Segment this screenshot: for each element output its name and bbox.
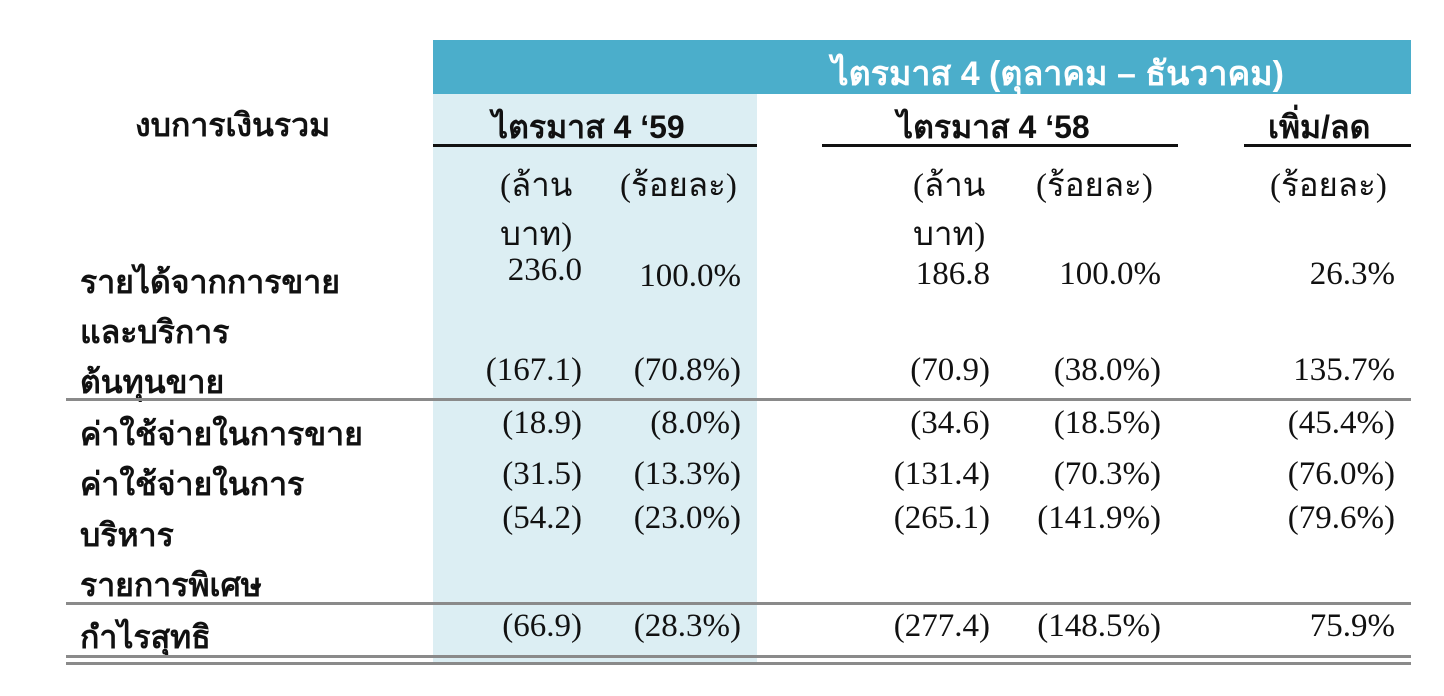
cell-revenue-p58: 100.0% <box>1059 256 1161 292</box>
cell-cost-p58: (38.0%) <box>1053 352 1161 388</box>
cell-admin-p59: (13.3%) <box>633 456 741 492</box>
cell-selling-p58: (18.5%) <box>1053 405 1161 441</box>
cell-special-change: (79.6%) <box>1287 500 1395 536</box>
row-label-admin-expense-line2: บริหาร <box>80 517 174 553</box>
bottom-double-rule-top <box>66 655 1411 658</box>
total-divider <box>66 602 1411 605</box>
cell-selling-change: (45.4%) <box>1287 405 1395 441</box>
unit-mb-58-line1: (ล้าน <box>913 168 986 204</box>
cell-admin-v59: (31.5) <box>502 456 582 492</box>
cell-selling-v59: (18.9) <box>502 405 582 441</box>
cell-net-p58: (148.5%) <box>1037 608 1161 644</box>
cell-cost-v58: (70.9) <box>910 352 990 388</box>
cell-revenue-p59: 100.0% <box>639 258 741 294</box>
cell-admin-change: (76.0%) <box>1287 456 1395 492</box>
row-label-selling-expense: ค่าใช้จ่ายในการขาย <box>80 416 363 452</box>
column-header-q4-58: ไตรมาส 4 ‘58 <box>897 109 1090 145</box>
highlight-column-q4-59 <box>433 94 757 664</box>
row-label-revenue-line1: รายได้จากการขาย <box>80 264 340 300</box>
cell-selling-v58: (34.6) <box>910 405 990 441</box>
cell-admin-v58: (131.4) <box>893 456 990 492</box>
row-label-admin-expense-line1: ค่าใช้จ่ายในการ <box>80 466 305 502</box>
unit-mb-59-line1: (ล้าน <box>500 168 573 204</box>
cell-special-p59: (23.0%) <box>633 500 741 536</box>
cell-admin-p58: (70.3%) <box>1053 456 1161 492</box>
header-underline-q4-58 <box>822 144 1178 147</box>
row-label-revenue-line2: และบริการ <box>80 314 230 350</box>
row-label-net-profit: กำไรสุทธิ <box>80 619 211 655</box>
section-divider <box>66 398 1411 401</box>
header-underline-change <box>1244 144 1411 147</box>
unit-mb-58-line2: บาท) <box>913 217 986 253</box>
column-header-change: เพิ่ม/ลด <box>1268 109 1371 145</box>
unit-mb-59-line2: บาท) <box>500 217 573 253</box>
cell-selling-p59: (8.0%) <box>650 405 741 441</box>
cell-cost-v59: (167.1) <box>485 352 582 388</box>
cell-net-v59: (66.9) <box>502 608 582 644</box>
cell-special-v59: (54.2) <box>502 500 582 536</box>
unit-pct-58: (ร้อยละ) <box>1036 168 1153 204</box>
cell-cost-change: 135.7% <box>1293 352 1395 388</box>
cell-revenue-change: 26.3% <box>1309 256 1395 292</box>
cell-net-v58: (277.4) <box>893 608 990 644</box>
cell-net-change: 75.9% <box>1309 608 1395 644</box>
row-label-cost-of-sales: ต้นทุนขาย <box>80 364 225 400</box>
header-band <box>433 40 1411 94</box>
header-underline-q4-59 <box>433 144 757 147</box>
cell-net-p59: (28.3%) <box>633 608 741 644</box>
cell-special-v58: (265.1) <box>893 500 990 536</box>
cell-revenue-v58: 186.8 <box>915 256 990 292</box>
row-label-special-items: รายการพิเศษ <box>80 567 262 603</box>
bottom-double-rule-bottom <box>66 662 1411 665</box>
column-header-q4-59: ไตรมาส 4 ‘59 <box>492 109 685 145</box>
unit-pct-change: (ร้อยละ) <box>1270 168 1387 204</box>
period-title: ไตรมาส 4 (ตุลาคม – ธันวาคม) <box>831 55 1284 93</box>
cell-cost-p59: (70.8%) <box>633 352 741 388</box>
cell-special-p58: (141.9%) <box>1037 500 1161 536</box>
cell-revenue-v59: 236.0 <box>507 252 582 288</box>
table-title: งบการเงินรวม <box>135 107 331 143</box>
unit-pct-59: (ร้อยละ) <box>620 168 737 204</box>
